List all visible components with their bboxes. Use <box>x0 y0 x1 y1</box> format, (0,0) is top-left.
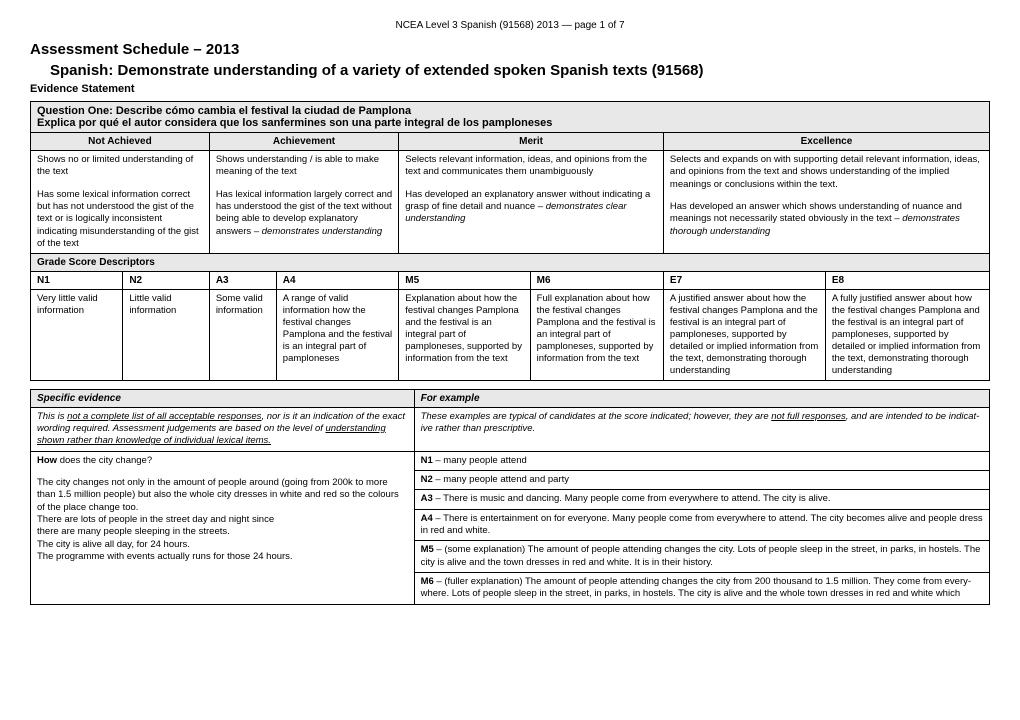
how-left: How does the city change? The city chang… <box>31 451 415 604</box>
m6-label: M6 <box>421 576 434 587</box>
gd-a4: A range of valid information how the fes… <box>276 290 398 380</box>
g-m6: M6 <box>530 272 663 290</box>
gd-n1: Very little valid information <box>31 290 123 380</box>
m6-text: – (fuller explanation) The amount of peo… <box>421 576 971 599</box>
row-m6: M6 – (fuller explanation) The amount of … <box>414 572 989 604</box>
gd-m5: Explanation about how the festival chang… <box>399 290 530 380</box>
criteria-na-2: Has some lexical information correct but… <box>37 189 203 251</box>
criteria-e-1: Selects and expands on with supporting d… <box>670 154 980 190</box>
row-m5: M5 – (some explanation) The amount of pe… <box>414 541 989 573</box>
col-merit: Merit <box>399 133 664 151</box>
se-u: not a complete list of all acceptable re… <box>67 411 261 422</box>
title-subject: Spanish: Demonstrate understanding of a … <box>50 62 990 79</box>
g-e8: E8 <box>825 272 989 290</box>
row-n2: N2 – many people attend and party <box>414 470 989 489</box>
col-achievement: Achievement <box>209 133 398 151</box>
how-q-bold: How <box>37 455 57 466</box>
criteria-a-2i: demonstrates understanding <box>262 226 382 237</box>
evidence-statement-label: Evidence Statement <box>30 83 990 95</box>
m5-label: M5 <box>421 544 434 555</box>
col-not-achieved: Not Achieved <box>31 133 210 151</box>
row-a4: A4 – There is entertainment on for every… <box>414 509 989 541</box>
specific-evidence-header: Specific evidence <box>31 389 415 407</box>
how-q-rest: does the city change? <box>57 455 152 466</box>
criteria-a: Shows understanding / is able to make me… <box>209 151 398 254</box>
criteria-e-2a: Has developed an answer which shows unde… <box>670 201 983 238</box>
criteria-a-2a: Has lexical information largely correct … <box>216 189 392 238</box>
gd-e7: A justified answer about how the festiva… <box>663 290 825 380</box>
g-n2: N2 <box>123 272 210 290</box>
g-m5: M5 <box>399 272 530 290</box>
criteria-m-1: Selects relevant information, ideas, and… <box>405 154 647 177</box>
row-n1: N1 – many people attend <box>414 451 989 470</box>
row-a3: A3 – There is music and dancing. Many pe… <box>414 490 989 509</box>
gd-m6: Full explanation about how the festival … <box>530 290 663 380</box>
g-n1: N1 <box>31 272 123 290</box>
page-header: NCEA Level 3 Spanish (91568) 2013 — page… <box>30 20 990 31</box>
a4-text: – There is entertainment on for everyone… <box>421 513 983 536</box>
criteria-e: Selects and expands on with supporting d… <box>663 151 989 254</box>
how-body: The city changes not only in the amount … <box>37 477 408 563</box>
gd-a3: Some valid information <box>209 290 276 380</box>
gd-n2: Little valid information <box>123 290 210 380</box>
for-example-header: For example <box>414 389 989 407</box>
fe-u: not full responses <box>771 411 845 422</box>
grade-score-header: Grade Score Descriptors <box>31 254 990 272</box>
evidence-table: Specific evidence For example This is no… <box>30 389 990 605</box>
criteria-na: Shows no or limited understanding of the… <box>31 151 210 254</box>
n2-label: N2 <box>421 474 433 485</box>
n1-label: N1 <box>421 455 433 466</box>
se-a: This is <box>37 411 67 422</box>
a4-label: A4 <box>421 513 433 524</box>
g-e7: E7 <box>663 272 825 290</box>
g-a3: A3 <box>209 272 276 290</box>
question-cell: Question One: Describe cómo cambia el fe… <box>31 102 990 133</box>
fe-a: These examples are typical of candidates… <box>421 411 772 422</box>
n2-text: – many people attend and party <box>433 474 569 485</box>
gd-e8: A fully justified answer about how the f… <box>825 290 989 380</box>
specific-evidence-note: This is not a complete list of all accep… <box>31 407 415 451</box>
g-a4: A4 <box>276 272 398 290</box>
criteria-m: Selects relevant information, ideas, and… <box>399 151 664 254</box>
a3-label: A3 <box>421 493 433 504</box>
title-assessment: Assessment Schedule – 2013 <box>30 41 990 58</box>
criteria-m-2a: Has developed an explanatory answer with… <box>405 189 657 226</box>
for-example-note: These examples are typical of candidates… <box>414 407 989 451</box>
n1-text: – many people attend <box>433 455 527 466</box>
col-excellence: Excellence <box>663 133 989 151</box>
criteria-na-1: Shows no or limited understanding of the… <box>37 154 193 177</box>
a3-text: – There is music and dancing. Many peopl… <box>433 493 831 504</box>
question-table: Question One: Describe cómo cambia el fe… <box>30 101 990 381</box>
question-line1: Question One: Describe cómo cambia el fe… <box>37 105 983 117</box>
question-line2: Explica por qué el autor considera que l… <box>37 117 983 129</box>
criteria-a-1: Shows understanding / is able to make me… <box>216 154 379 177</box>
m5-text: – (some explanation) The amount of peopl… <box>421 544 981 567</box>
